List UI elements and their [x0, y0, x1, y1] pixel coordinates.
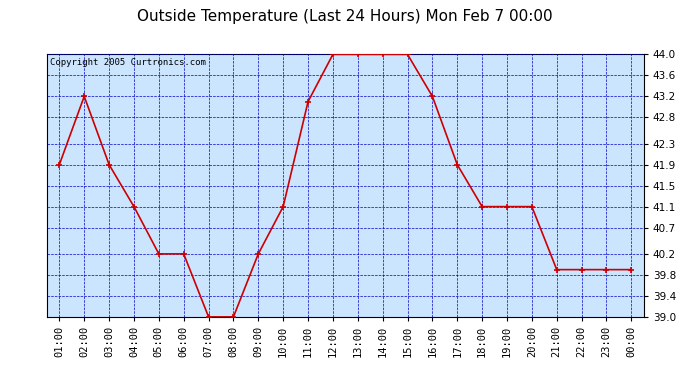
Text: Copyright 2005 Curtronics.com: Copyright 2005 Curtronics.com: [50, 58, 206, 68]
Text: Outside Temperature (Last 24 Hours) Mon Feb 7 00:00: Outside Temperature (Last 24 Hours) Mon …: [137, 9, 553, 24]
